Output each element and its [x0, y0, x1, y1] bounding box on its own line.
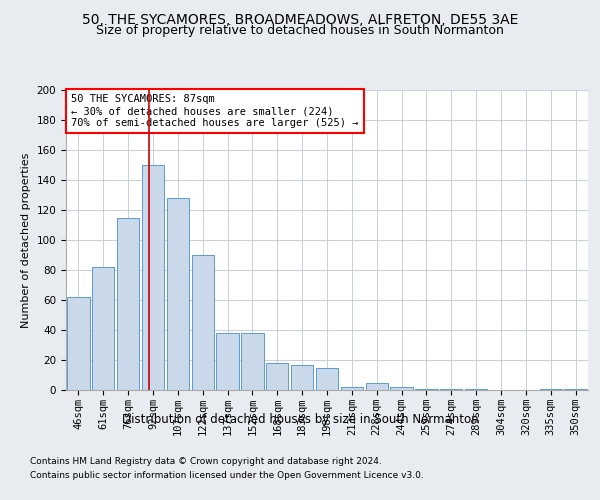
Bar	[341, 387, 363, 390]
Bar	[167, 198, 189, 390]
Text: Size of property relative to detached houses in South Normanton: Size of property relative to detached ho…	[96, 24, 504, 37]
Text: 50 THE SYCAMORES: 87sqm
← 30% of detached houses are smaller (224)
70% of semi-d: 50 THE SYCAMORES: 87sqm ← 30% of detache…	[71, 94, 359, 128]
Bar	[316, 368, 338, 390]
Bar	[440, 388, 463, 390]
Bar	[266, 363, 289, 390]
Bar	[565, 388, 587, 390]
Bar	[415, 388, 437, 390]
Bar	[241, 333, 263, 390]
Text: Distribution of detached houses by size in South Normanton: Distribution of detached houses by size …	[122, 412, 478, 426]
Text: 50, THE SYCAMORES, BROADMEADOWS, ALFRETON, DE55 3AE: 50, THE SYCAMORES, BROADMEADOWS, ALFRETO…	[82, 12, 518, 26]
Bar	[465, 388, 487, 390]
Bar	[191, 255, 214, 390]
Text: Contains HM Land Registry data © Crown copyright and database right 2024.: Contains HM Land Registry data © Crown c…	[30, 458, 382, 466]
Bar	[92, 267, 115, 390]
Text: Contains public sector information licensed under the Open Government Licence v3: Contains public sector information licen…	[30, 471, 424, 480]
Bar	[142, 165, 164, 390]
Bar	[67, 297, 89, 390]
Bar	[365, 382, 388, 390]
Bar	[539, 388, 562, 390]
Bar	[117, 218, 139, 390]
Bar	[391, 387, 413, 390]
Bar	[217, 333, 239, 390]
Bar	[291, 364, 313, 390]
Y-axis label: Number of detached properties: Number of detached properties	[21, 152, 31, 328]
